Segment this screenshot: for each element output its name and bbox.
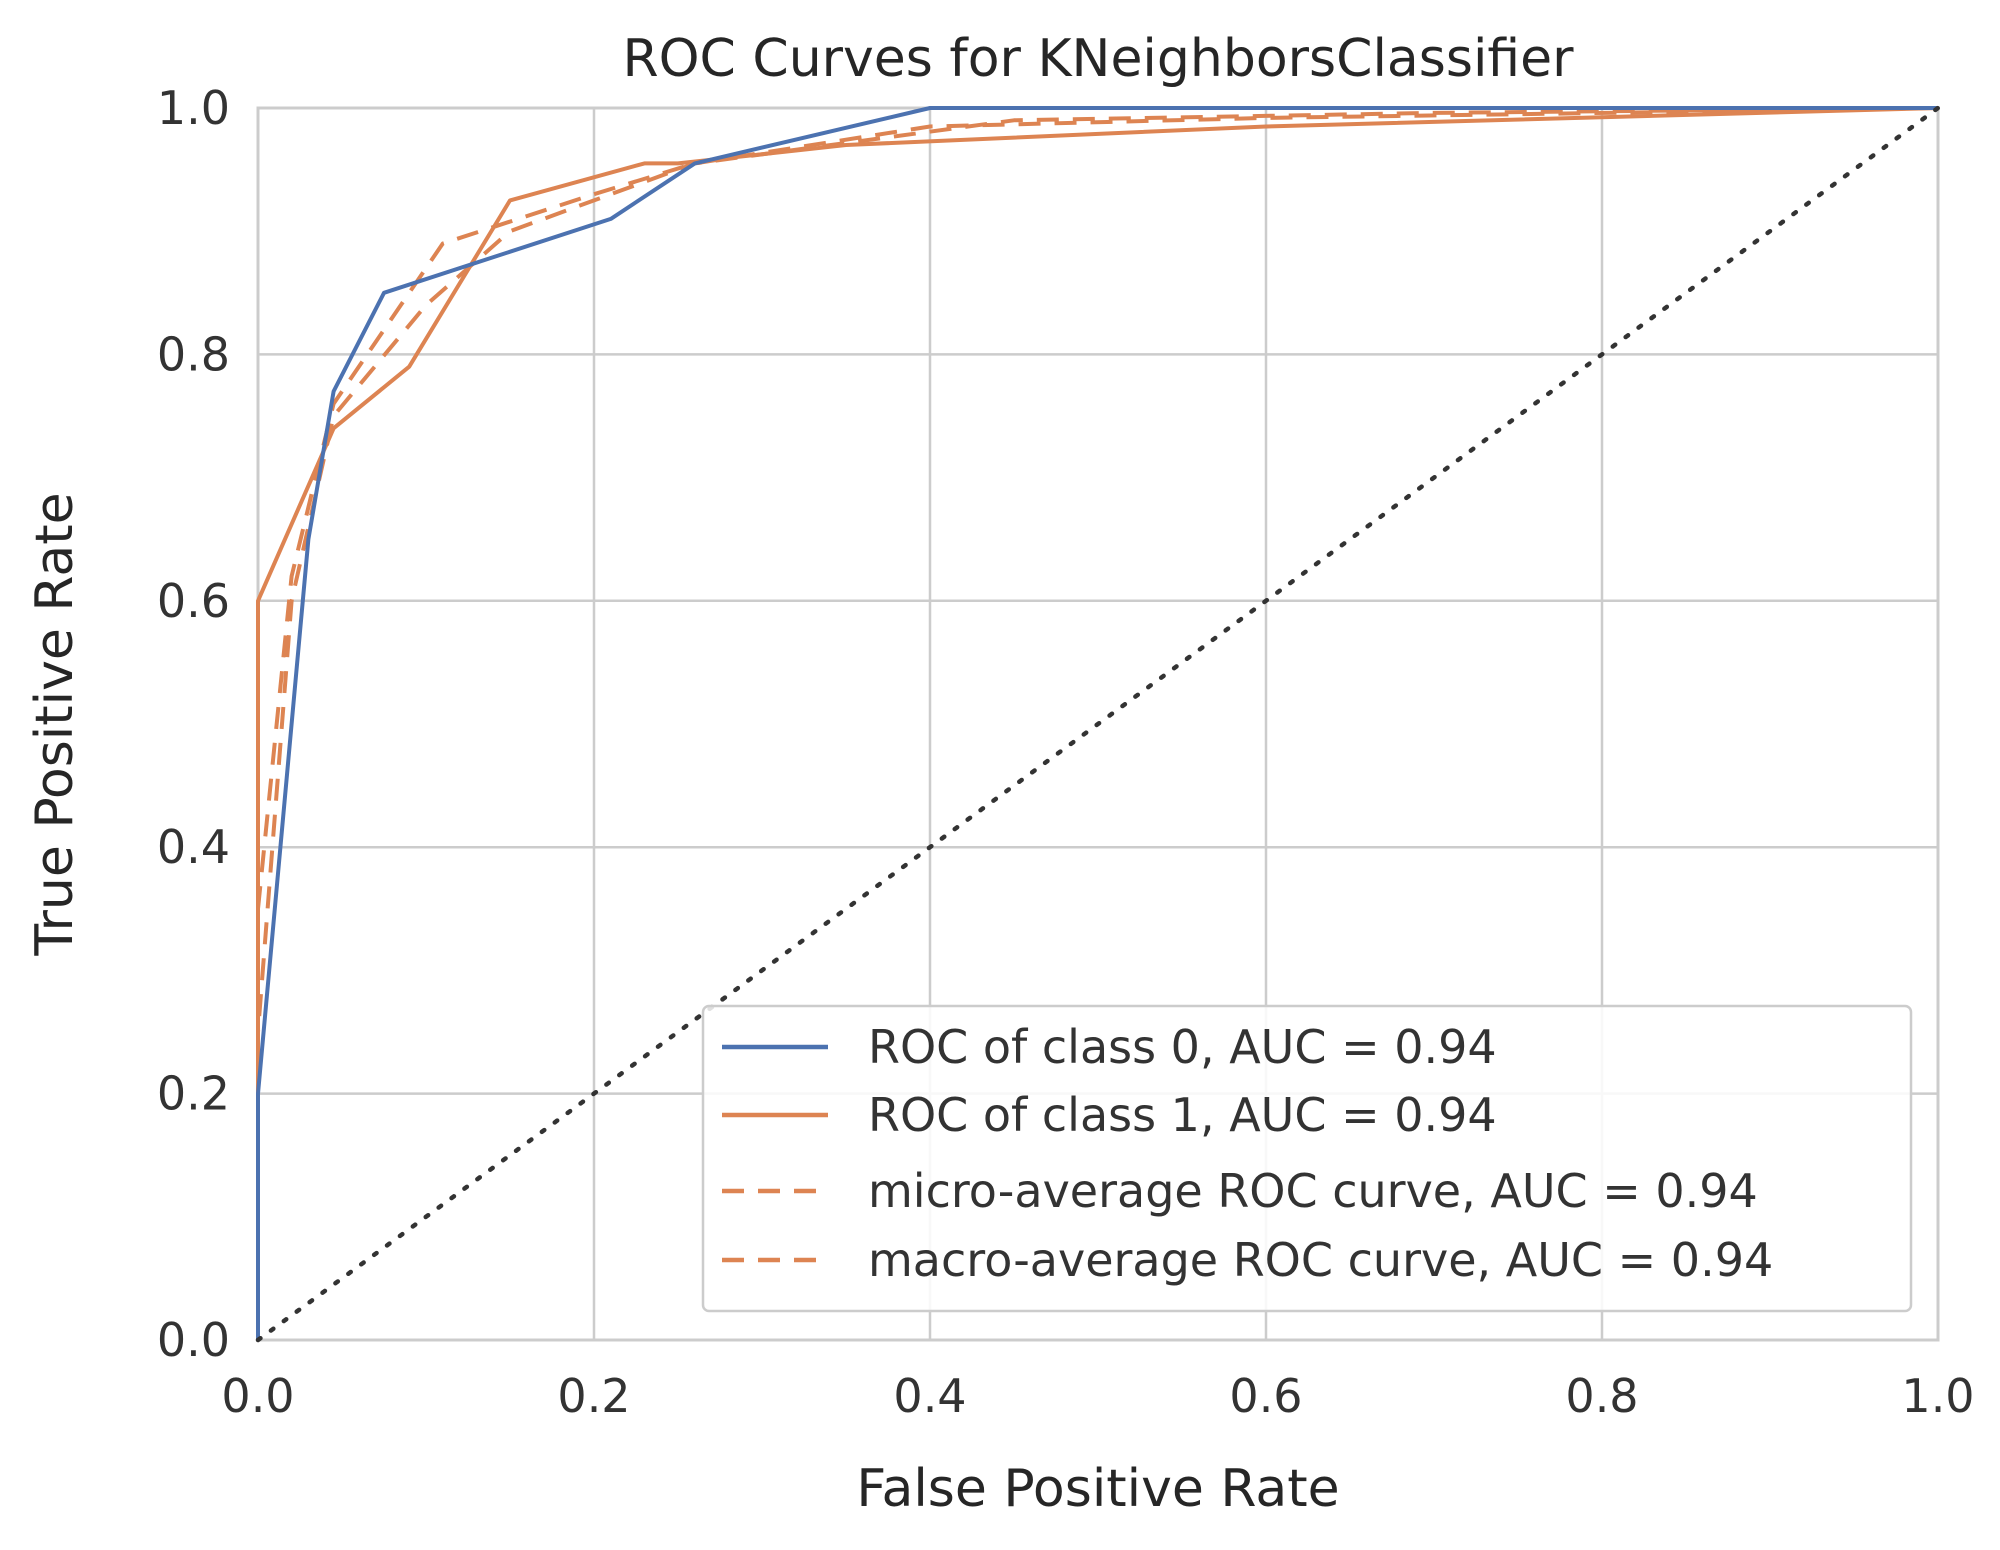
y-tick-label: 0.0 xyxy=(157,1313,230,1367)
x-tick-label: 1.0 xyxy=(1901,1369,1974,1423)
series-line-1 xyxy=(256,106,1939,1340)
y-tick-labels: 0.0 0.2 0.4 0.6 0.8 1.0 xyxy=(157,81,230,1367)
legend-box xyxy=(701,1004,1913,1313)
y-tick-label: 0.4 xyxy=(157,820,230,874)
x-axis-title: False Positive Rate xyxy=(856,1459,1339,1519)
series-line-0 xyxy=(256,106,1938,1340)
y-tick-label: 1.0 xyxy=(157,81,230,135)
series-line-2 xyxy=(256,106,1939,1340)
x-tick-label: 0.8 xyxy=(1565,1369,1638,1423)
y-axis-title: True Positive Rate xyxy=(25,492,85,956)
legend-label-0: ROC of class 0, AUC = 0.94 xyxy=(868,1020,1497,1074)
x-tick-label: 0.6 xyxy=(1229,1369,1302,1423)
series-layer xyxy=(255,105,1941,1343)
legend-label-3: macro-average ROC curve, AUC = 0.94 xyxy=(868,1233,1773,1287)
chart-title: ROC Curves for KNeighborsClassifier xyxy=(622,29,1574,89)
y-tick-label: 0.8 xyxy=(157,327,230,381)
x-tick-label: 0.0 xyxy=(221,1369,294,1423)
legend: ROC of class 0, AUC = 0.94 ROC of class 1… xyxy=(701,1004,1913,1313)
y-tick-label: 0.2 xyxy=(157,1067,230,1121)
x-tick-label: 0.4 xyxy=(893,1369,966,1423)
legend-label-1: ROC of class 1, AUC = 0.94 xyxy=(868,1088,1497,1142)
random-guess-diagonal xyxy=(255,105,1941,1343)
series-line-3 xyxy=(256,106,1939,1340)
legend-label-2: micro-average ROC curve, AUC = 0.94 xyxy=(868,1164,1758,1218)
x-tick-labels: 0.0 0.2 0.4 0.6 0.8 1.0 xyxy=(221,1369,1974,1423)
y-tick-label: 0.6 xyxy=(157,574,230,628)
x-tick-label: 0.2 xyxy=(557,1369,630,1423)
